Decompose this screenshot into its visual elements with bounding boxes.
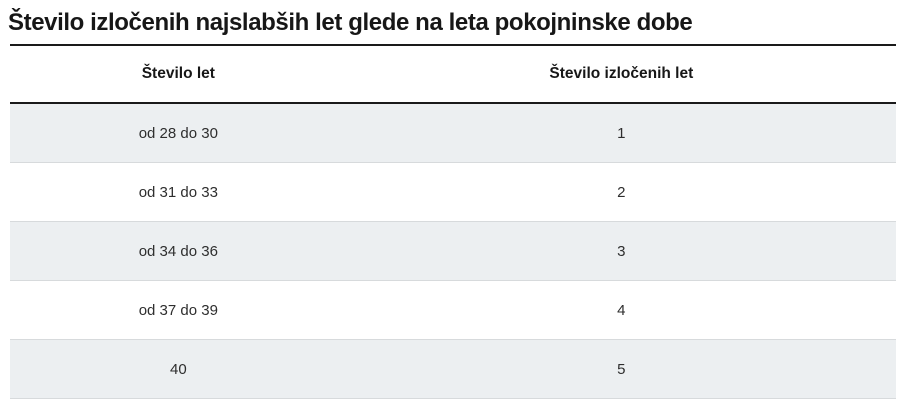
page-title: Število izločenih najslabših let glede n… (8, 9, 693, 36)
years-range-cell: 40 (10, 339, 347, 399)
table-row: 40 5 (10, 339, 896, 399)
excluded-years-cell: 5 (346, 339, 896, 399)
column-header-stevilo-izlocenih-let: Število izločenih let (346, 46, 896, 104)
table-row: od 37 do 39 4 (10, 280, 896, 340)
years-range-cell: od 34 do 36 (10, 221, 347, 281)
years-range-cell: od 28 do 30 (10, 103, 347, 163)
table-row: od 28 do 30 1 (10, 103, 896, 163)
table-row: od 34 do 36 3 (10, 221, 896, 281)
excluded-years-table: Število let Število izločenih let od 28 … (10, 46, 896, 399)
years-range-cell: od 31 do 33 (10, 162, 347, 222)
excluded-years-cell: 1 (346, 103, 896, 163)
table-row: od 31 do 33 2 (10, 162, 896, 222)
column-header-stevilo-let: Število let (10, 46, 347, 104)
excluded-years-cell: 4 (346, 280, 896, 340)
years-range-cell: od 37 do 39 (10, 280, 347, 340)
excluded-years-cell: 3 (346, 221, 896, 281)
excluded-years-cell: 2 (346, 162, 896, 222)
table-header-row: Število let Število izločenih let (10, 46, 896, 104)
title-divider (10, 44, 896, 46)
